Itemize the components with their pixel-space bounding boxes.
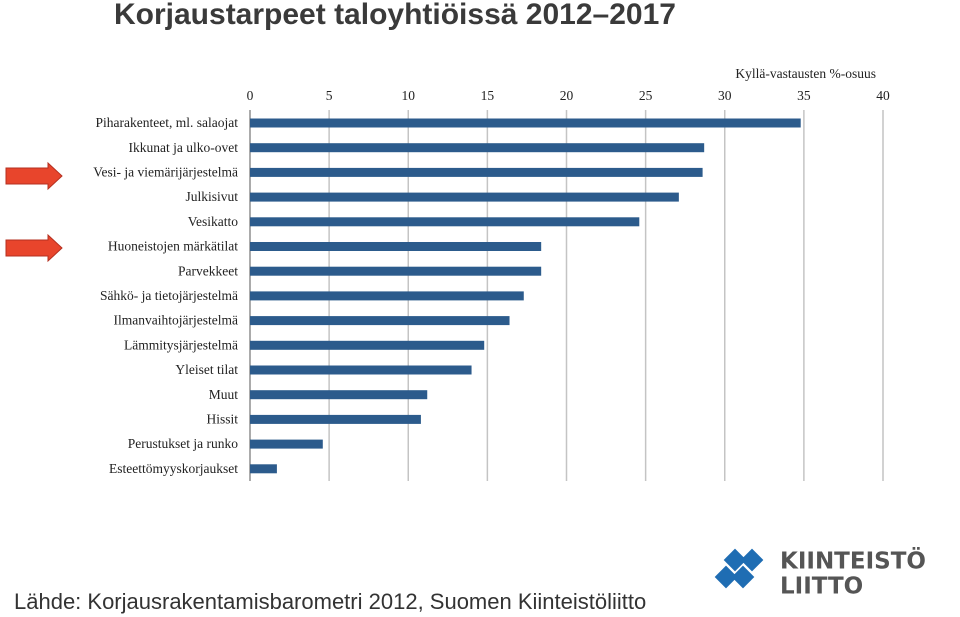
- y-tick-label: Esteettömyyskorjaukset: [109, 461, 238, 476]
- highlight-arrow: [5, 233, 63, 263]
- y-tick-label: Hissit: [206, 411, 238, 426]
- y-tick-label: Piharakenteet, ml. salaojat: [96, 115, 239, 130]
- bar: [250, 118, 801, 128]
- y-tick-label: Julkisivut: [185, 189, 238, 204]
- logo-text: KIINTEISTÖ: [780, 547, 926, 575]
- chart-title: Korjaustarpeet taloyhtiöissä 2012–2017: [114, 0, 676, 31]
- x-tick-label: 5: [326, 88, 333, 103]
- logo-mark: [723, 548, 747, 572]
- logo-mark: [731, 565, 755, 589]
- y-tick-label: Sähkö- ja tietojärjestelmä: [100, 288, 238, 303]
- y-tick-label: Ikkunat ja ulko-ovet: [129, 140, 239, 155]
- bar: [250, 217, 640, 227]
- logo-mark: [740, 548, 764, 572]
- source: Lähde: Korjausrakentamisbarometri 2012, …: [14, 589, 646, 614]
- x-tick-label: 15: [481, 88, 495, 103]
- y-tick-label: Parvekkeet: [178, 263, 238, 278]
- highlight-arrow: [5, 161, 63, 191]
- y-tick-label: Lämmitysjärjestelmä: [124, 337, 238, 352]
- x-tick-label: 25: [639, 88, 653, 103]
- bar: [250, 390, 428, 400]
- logo: KIINTEISTÖ LIITTO: [714, 547, 926, 600]
- bar: [250, 365, 472, 375]
- y-tick-label: Muut: [209, 387, 239, 402]
- y-tick-label: Vesikatto: [188, 214, 238, 229]
- y-tick-label: Vesi- ja viemärijärjestelmä: [93, 164, 238, 179]
- bar: [250, 464, 277, 474]
- x-tick-label: 40: [876, 88, 890, 103]
- x-tick-label: 30: [718, 88, 732, 103]
- bar: [250, 143, 705, 153]
- bar: [250, 192, 679, 202]
- y-tick-label: Perustukset ja runko: [128, 436, 238, 451]
- y-tick-label: Huoneistojen märkätilat: [108, 239, 238, 254]
- x-tick-label: 20: [560, 88, 574, 103]
- bar: [250, 340, 485, 350]
- bar: [250, 414, 421, 424]
- bar: [250, 266, 542, 276]
- axis-label: Kyllä-vastausten %-osuus: [735, 66, 876, 81]
- x-tick-label: 10: [402, 88, 416, 103]
- bar: [250, 316, 510, 326]
- bar: [250, 242, 542, 251]
- arrows: [5, 161, 63, 263]
- logo-mark: [714, 565, 738, 589]
- bar: [250, 291, 524, 301]
- bar: [250, 167, 703, 177]
- logo-text: LIITTO: [780, 574, 863, 600]
- bar: [250, 439, 323, 449]
- x-tick-label: 0: [247, 88, 254, 103]
- x-tick-label: 35: [797, 88, 811, 103]
- y-tick-label: Ilmanvaihtojärjestelmä: [114, 313, 238, 328]
- y-tick-label: Yleiset tilat: [175, 362, 238, 377]
